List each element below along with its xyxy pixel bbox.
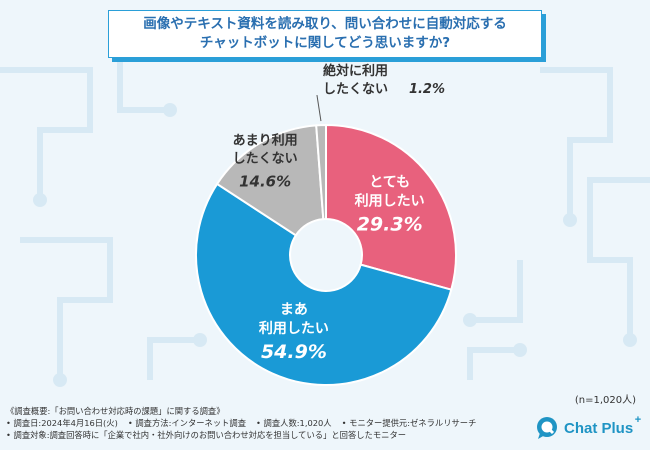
label-somewhat-willing-line1: まあ bbox=[280, 302, 308, 318]
slice-somewhat-willing bbox=[195, 182, 453, 386]
logo-text: Chat Plus + bbox=[564, 413, 642, 437]
chatplus-logo: Chat Plus + bbox=[535, 413, 642, 440]
slice-very-willing bbox=[325, 123, 457, 291]
chart-title: 画像やテキスト資料を読み取り、問い合わせに自動対応する チャットボットに関してど… bbox=[108, 10, 542, 58]
label-very-willing-line1: とても bbox=[369, 175, 410, 191]
logo-plus: + bbox=[634, 413, 642, 426]
sample-size-label: (n=1,020人) bbox=[574, 395, 636, 406]
chart-title-line1: 画像やテキスト資料を読み取り、問い合わせに自動対応する bbox=[143, 16, 507, 32]
survey-target: • 調査対象:調査回答時に「企業で社内・社外向けのお問い合わせ対応を担当している… bbox=[6, 430, 407, 440]
slice-not-very-willing bbox=[215, 124, 325, 237]
survey-count: • 調査人数:1,020人 bbox=[256, 418, 332, 428]
label-somewhat-willing-line2: 利用したい bbox=[259, 320, 329, 337]
label-never-willing-line1: 絶対に利用 bbox=[322, 63, 388, 79]
label-never-willing-percent: 1.2% bbox=[409, 82, 445, 97]
label-never-willing-line2: したくない bbox=[323, 82, 388, 97]
label-not-very-willing-percent: 14.6% bbox=[239, 172, 291, 190]
label-very-willing-percent: 29.3% bbox=[357, 214, 423, 236]
chart-title-line2: チャットボットに関してどう思いますか? bbox=[199, 35, 451, 51]
survey-date: • 調査日:2024年4月16日(火) bbox=[6, 418, 118, 428]
slice-never-willing bbox=[315, 123, 327, 221]
survey-method: • 調査方法:インターネット調査 bbox=[127, 418, 247, 428]
label-not-very-willing-line1: あまり利用 bbox=[233, 132, 298, 148]
survey-provider: • モニター提供元:ゼネラルリサーチ bbox=[341, 418, 477, 428]
label-somewhat-willing-percent: 54.9% bbox=[261, 341, 327, 363]
survey-title: 《調査概要:「お問い合わせ対応時の課題」に関する調査》 bbox=[6, 406, 225, 416]
leader-line-never-willing bbox=[316, 95, 322, 122]
survey-footer: 《調査概要:「お問い合わせ対応時の課題」に関する調査》 • 調査日:2024年4… bbox=[6, 405, 526, 441]
label-not-very-willing-line2: したくない bbox=[233, 151, 298, 166]
label-very-willing-line2: 利用したい bbox=[355, 193, 425, 210]
chat-bubble-icon bbox=[537, 417, 557, 439]
